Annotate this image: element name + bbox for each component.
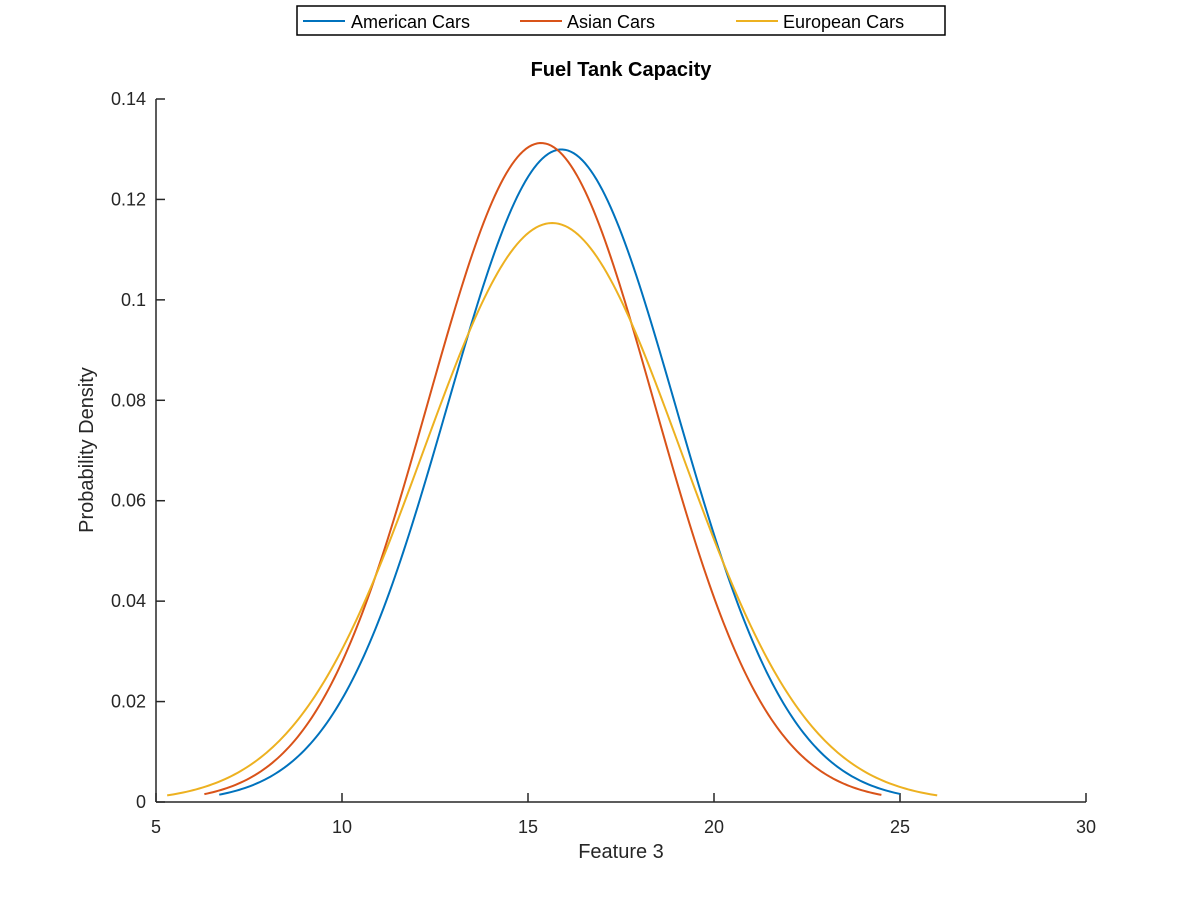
- legend: American Cars Asian Cars European Cars: [296, 5, 946, 36]
- y-tick-label: 0.08: [111, 390, 146, 410]
- x-tick-label: 25: [890, 817, 910, 837]
- y-axis-label: Probability Density: [76, 367, 98, 533]
- series-line-european-cars: [167, 222, 938, 797]
- legend-box: [296, 5, 946, 36]
- y-tick-label: 0.14: [111, 89, 146, 109]
- x-tick-label: 30: [1076, 817, 1096, 837]
- axes: 5 10 15 20 25 30 0 0.02 0.04 0.06 0.08 0.1 0.12 0.14: [111, 89, 1096, 837]
- y-tick-label: 0: [136, 792, 146, 812]
- x-tick-label: 15: [518, 817, 538, 837]
- x-tick-label: 20: [704, 817, 724, 837]
- legend-label-european: European Cars: [783, 12, 904, 32]
- x-tick-label: 10: [332, 817, 352, 837]
- series-line-american-cars: [219, 148, 901, 796]
- chart-title: Fuel Tank Capacity: [531, 59, 713, 81]
- series-line-asian-cars: [204, 142, 882, 796]
- x-tick-label: 5: [151, 817, 161, 837]
- legend-label-american: American Cars: [351, 12, 470, 32]
- y-tick-label: 0.12: [111, 189, 146, 209]
- y-tick-label: 0.1: [121, 290, 146, 310]
- y-tick-label: 0.06: [111, 491, 146, 511]
- y-tick-label: 0.02: [111, 692, 146, 712]
- x-axis-label: Feature 3: [578, 841, 664, 863]
- legend-label-asian: Asian Cars: [567, 12, 655, 32]
- y-tick-label: 0.04: [111, 591, 146, 611]
- plot-area: [167, 142, 938, 797]
